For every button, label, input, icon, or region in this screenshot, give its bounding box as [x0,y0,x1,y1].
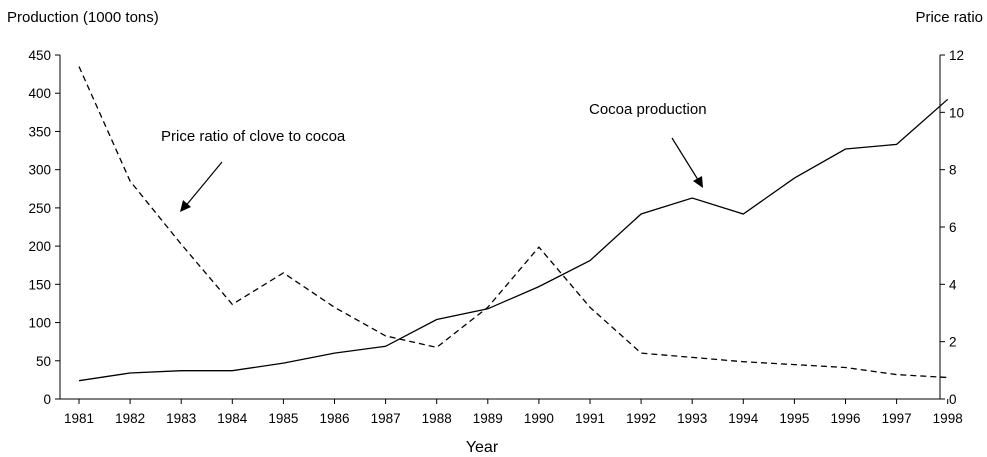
left-tick-label: 100 [28,316,51,331]
cocoa-point-1981 [77,379,81,383]
cocoa-point-1985 [281,361,285,365]
cocoa-annotation-arrowhead [693,176,703,188]
cocoa-point-1987 [384,344,388,348]
price-ratio-annotation: Price ratio of clove to cocoa [161,128,346,145]
x-axis-title: Year [466,439,499,456]
x-tick-label: 1991 [575,411,605,426]
right-axis-title: Price ratio [915,9,983,26]
cocoa-point-1995 [792,176,796,180]
x-tick-label: 1988 [422,411,452,426]
price-ratio-point-1981 [77,64,81,68]
right-tick-label: 12 [949,48,964,63]
cocoa-annotation-arrow [671,137,701,184]
x-tick-label: 1982 [115,411,145,426]
price-ratio-point-1989 [486,305,490,309]
cocoa-point-1986 [333,351,337,355]
price-ratio-annotation-arrowhead [180,200,191,212]
price-ratio-point-1996 [844,365,848,369]
left-tick-label: 250 [28,201,51,216]
x-tick-label: 1997 [882,411,912,426]
left-tick-label: 350 [28,124,51,139]
series-lines [77,64,950,383]
cocoa-point-1992 [639,212,643,216]
x-tick-label: 1994 [728,411,759,426]
left-tick-label: 450 [28,48,51,63]
price-ratio-point-1988 [435,345,439,349]
left-tick-label: 200 [28,239,51,254]
price-ratio-point-1984 [230,302,234,306]
price-ratio-point-1986 [333,305,337,309]
cocoa-point-1996 [844,147,848,151]
left-axis-ticks: 0 50 100 150 200 250 300 350 400 450 [28,48,60,407]
price-ratio-point-1993 [690,355,694,359]
cocoa-point-1993 [690,196,694,200]
left-tick-label: 150 [28,277,51,292]
x-axis-ticks: 1981 1982 1983 1984 1985 1986 1987 1988 1989 1990… [64,399,963,426]
x-tick-label: 1983 [166,411,196,426]
price-ratio-point-1992 [639,351,643,355]
price-ratio-point-1994 [741,360,745,364]
cocoa-point-1997 [895,142,899,146]
price-ratio-point-1982 [128,179,132,183]
left-axis-title: Production (1000 tons) [7,9,159,26]
price-ratio-annotation-arrow [183,161,223,209]
cocoa-point-1994 [741,212,745,216]
cocoa-point-1988 [435,317,439,321]
left-tick-label: 300 [28,163,51,178]
cocoa-point-1990 [537,285,541,289]
x-tick-label: 1984 [217,411,248,426]
annotations: Price ratio of clove to cocoa Cocoa prod… [161,101,707,212]
x-tick-label: 1987 [371,411,401,426]
left-tick-label: 400 [28,86,51,101]
cocoa-production-line [78,98,949,382]
x-tick-label: 1990 [524,411,554,426]
price-ratio-point-1995 [792,363,796,367]
price-ratio-point-1991 [588,305,592,309]
right-axis-ticks: 0 2 4 6 8 10 12 [940,48,964,407]
right-tick-label: 8 [949,163,957,178]
price-ratio-point-1997 [895,373,899,377]
price-ratio-point-1990 [537,245,541,249]
price-ratio-point-1985 [281,271,285,275]
cocoa-point-1991 [588,259,592,263]
right-tick-label: 4 [949,277,957,292]
x-tick-label: 1989 [473,411,503,426]
right-tick-label: 2 [949,335,957,350]
cocoa-point-1983 [179,369,183,373]
x-tick-label: 1985 [268,411,298,426]
price-ratio-point-1998 [946,376,950,380]
price-ratio-point-1987 [384,334,388,338]
price-ratio-line [78,66,948,379]
x-tick-label: 1986 [319,411,349,426]
right-tick-label: 0 [949,392,957,407]
left-tick-label: 50 [36,354,51,369]
x-tick-label: 1996 [830,411,860,426]
right-tick-label: 10 [949,105,964,120]
cocoa-production-annotation: Cocoa production [589,101,707,118]
price-ratio-point-1983 [179,242,183,246]
cocoa-point-1982 [128,371,132,375]
plot-frame [59,55,941,400]
x-tick-label: 1981 [64,411,94,426]
cocoa-point-1984 [230,369,234,373]
x-tick-label: 1993 [677,411,707,426]
x-tick-label: 1998 [933,411,963,426]
x-tick-label: 1995 [779,411,809,426]
left-tick-label: 0 [43,392,51,407]
right-tick-label: 6 [949,220,957,235]
cocoa-point-1998 [946,97,950,101]
x-tick-label: 1992 [626,411,656,426]
